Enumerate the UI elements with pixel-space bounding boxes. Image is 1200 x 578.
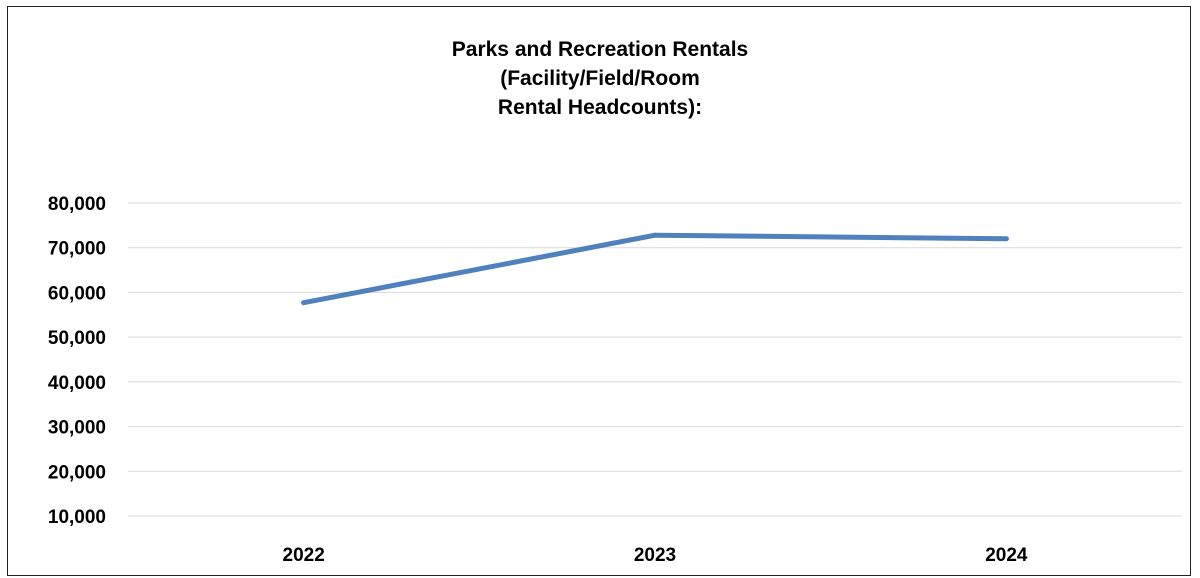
data-point [652, 232, 658, 238]
line-chart-plot: 80,000 70,000 60,000 50,000 40,000 30,000 20,0… [48, 194, 1182, 566]
y-tick-label: 40,000 [48, 373, 106, 394]
chart-title-line-1: Parks and Recreation Rentals [451, 38, 749, 61]
x-tick-label: 2024 [985, 545, 1028, 566]
y-tick-label: 20,000 [48, 462, 106, 483]
y-tick-label: 10,000 [48, 507, 106, 528]
chart-frame: Parks and Recreation Rentals (Facility/F… [7, 6, 1191, 576]
x-tick-label: 2023 [634, 545, 676, 566]
y-tick-label: 70,000 [48, 239, 106, 260]
chart-title-line-3: Rental Headcounts): [497, 96, 703, 119]
data-point [301, 300, 307, 306]
y-tick-label: 50,000 [48, 328, 106, 349]
y-tick-label: 80,000 [48, 194, 106, 215]
x-tick-label: 2022 [283, 545, 325, 566]
chart-title-line-2: (Facility/Field/Room [500, 67, 700, 90]
y-tick-label: 60,000 [48, 283, 106, 304]
y-tick-label: 30,000 [48, 418, 106, 439]
chart-title: Parks and Recreation Rentals (Facility/F… [8, 35, 1192, 122]
data-point [1003, 236, 1009, 242]
